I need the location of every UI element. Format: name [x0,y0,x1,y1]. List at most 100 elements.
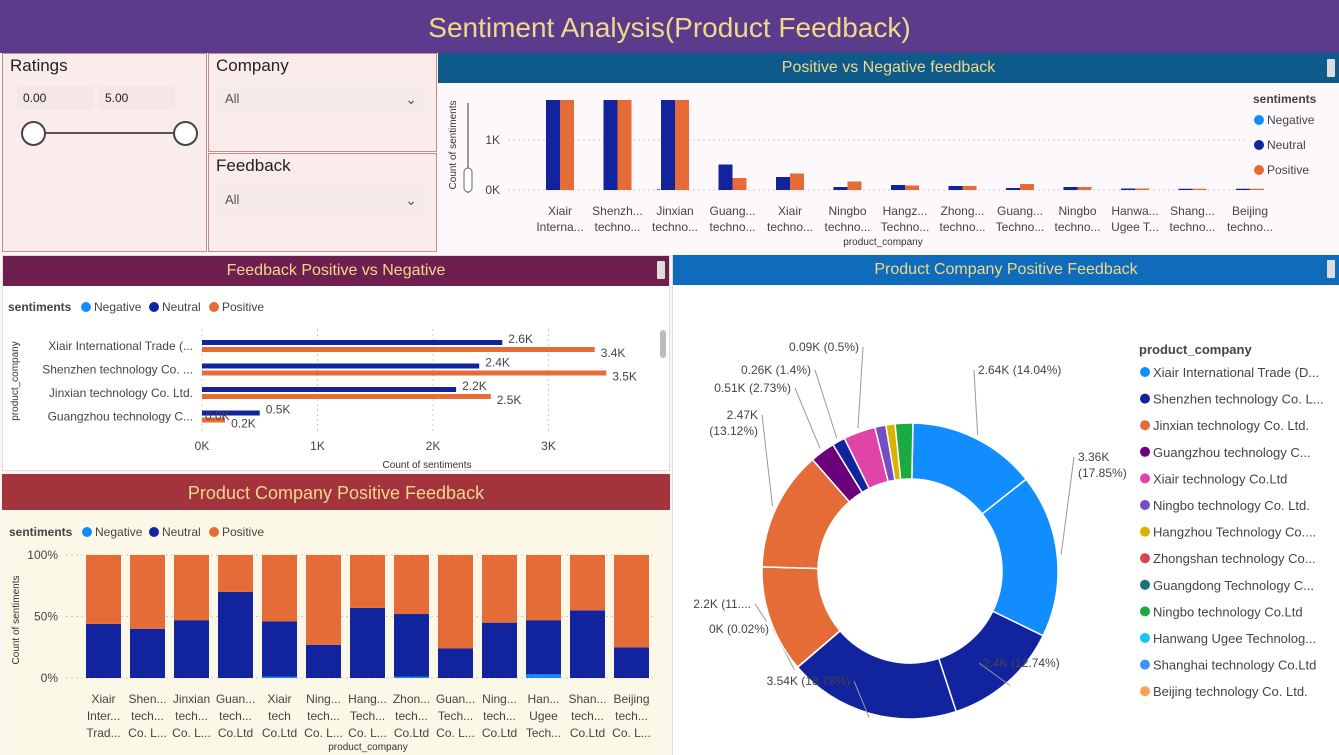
chart1-legend-marker [1254,165,1264,175]
rating-slider-min-handle[interactable] [21,121,46,146]
chart3-bar-positive [614,555,649,648]
chart1-xtick: techno... [652,220,698,234]
chart1-ytick: 1K [485,133,500,147]
chart2-data-label: 2.4K [485,356,510,370]
chart1-bar-neutral [948,186,963,190]
rating-slider-max-handle[interactable] [173,121,198,146]
chart1-bar-positive [1192,188,1207,190]
chart1-zoom-handle [463,167,473,193]
chart3-legend-label: Neutral [162,525,201,539]
donut-leader-line [814,369,838,439]
chart1-bar-positive [732,178,747,190]
chart2-ytick: Xiair International Trade (... [48,339,193,353]
rating-min-input[interactable]: 0.00 [17,86,93,110]
chart2-data-label: 2.5K [497,393,522,407]
donut-leader-line [1060,456,1075,555]
chart2-scrollbar[interactable] [657,261,665,279]
chart3-bar-neutral [130,628,165,678]
donut-legend-label: Guangzhou technology C... [1153,445,1311,460]
chart1-bar-neutral [603,100,618,190]
chart2-legend-label: Neutral [162,300,201,314]
chart3-xtick: Co. L... [172,726,211,740]
donut-legend-marker [1140,633,1150,643]
chart3-bar-neutral [614,647,649,678]
chart3-xtick: tech... [395,709,428,723]
chart3-xtick: Shen... [128,692,166,706]
chart3-xtick: tech... [307,709,340,723]
chart3-ytick: 0% [41,671,59,685]
donut-data-label: (17.85%) [1078,466,1127,480]
chart3-xtick: Tech... [350,709,385,723]
donut-legend-marker [1140,393,1150,404]
donut-leader-line [853,680,870,718]
donut-legend-marker [1140,473,1150,484]
company-dropdown-value: All [225,91,240,106]
donut-legend-label: Jinxian technology Co. Ltd. [1153,418,1309,433]
chart1-bar-positive [905,185,919,190]
chart3-bar-neutral [570,610,605,678]
chart3-legend-marker [209,527,219,537]
chart3-bar-negative [262,676,297,678]
donut-legend-marker [1140,686,1150,697]
chart1-bar-positive [1020,184,1034,190]
chart1-xtick: techno... [594,220,640,234]
chart2-bar-positive [202,370,607,376]
chart2-legend-title: sentiments [8,300,72,314]
chart1-scrollbar[interactable] [1327,59,1335,77]
chart2-xlabel: Count of sentiments [383,460,472,471]
chart2-bar-positive [202,417,226,423]
chart3-xtick: tech... [483,709,516,723]
company-dropdown[interactable]: All ⌄ [217,85,425,113]
chart3-bar-positive [526,555,561,621]
chart2-bar-positive [202,347,595,352]
feedback-dropdown[interactable]: All ⌄ [217,186,425,214]
feedback-dropdown-value: All [225,192,240,207]
donut-legend-marker [1140,606,1150,617]
donut-leader-line [978,662,1011,686]
chart2-ylabel: product_company [10,341,21,421]
chart3-svg: sentiments Negative Neutral Positive 0% 50% 10… [9,525,654,753]
chart3-xtick: Xiair [91,692,115,706]
chart3-bar-neutral [306,644,341,678]
chart1-xtick: Jinxian [656,204,693,218]
chart1-bar-positive [1135,188,1149,190]
chart1-xtick: techno... [939,220,985,234]
chart3-xtick: Beijing [613,692,649,706]
chart1-legend-label: Negative [1267,113,1315,127]
chart1-bar-neutral [546,100,560,190]
chart3-xtick: Trad... [86,726,120,740]
chart3-xtick: Ning... [306,692,341,706]
chart1-bar-positive [1250,188,1264,190]
chart1-legend-label: Neutral [1267,138,1306,152]
chart3-xtick: Shan... [568,692,606,706]
chart1-ytick: 0K [485,183,500,197]
chart3-xtick: Guan... [436,692,475,706]
donut-data-label: 3.54K (18.78%) [767,674,850,688]
donut-legend-marker [1140,579,1150,590]
chart1-legend-label: Positive [1267,163,1309,177]
chart1-xtick: Ugee T... [1111,220,1159,234]
donut-chart-panel: Product Company Positive Feedback 2.64K … [672,255,1339,755]
chart3-xtick: tech... [615,709,648,723]
chart3-bar-positive [570,555,605,611]
rating-slider-track[interactable] [33,132,185,134]
chart3-bar-neutral [174,620,209,678]
chevron-down-icon: ⌄ [405,192,417,208]
chart1-xtick: Hanwa... [1111,204,1158,218]
chart1-xtick: techno... [1169,220,1215,234]
chart1-xlabel: product_company [843,237,923,248]
chart2-bar-neutral [202,410,260,416]
chart3-bar-negative [394,676,429,678]
chart3-legend-label: Negative [95,525,143,539]
company-slicer: Company All ⌄ [208,53,437,152]
donut-legend-label: Beijing technology Co. Ltd. [1153,684,1308,699]
rating-max-input[interactable]: 5.00 [99,86,175,110]
chart2-bar-neutral [202,363,480,369]
chart2-bar-neutral [202,340,503,345]
chart3-xtick: Ugee [529,709,558,723]
donut-data-label: 2.47K [727,408,758,422]
chart4-scrollbar[interactable] [1327,260,1335,278]
donut-slice [894,422,914,481]
chart1-bar-positive [675,100,689,190]
chart3-xtick: Co.Ltd [570,726,605,740]
